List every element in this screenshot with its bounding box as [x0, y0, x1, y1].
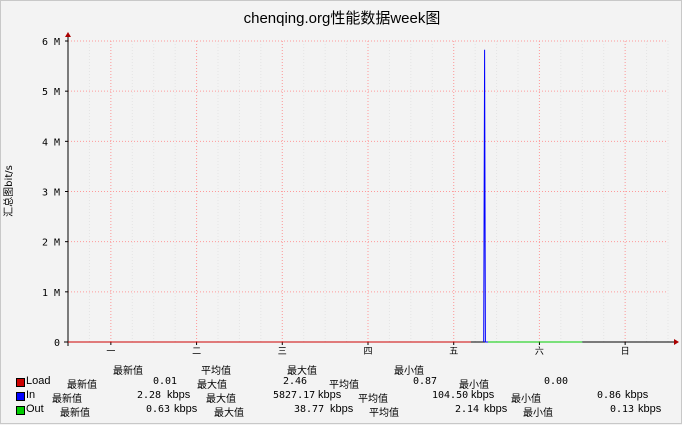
header-latest: 最新值 [113, 362, 143, 377]
legend-swatch-load [16, 378, 25, 387]
y-tick-label: 5 M [42, 87, 60, 98]
load-avg-value: 0.87 [413, 376, 437, 387]
header-max: 最大值 [287, 362, 317, 377]
load-max-label: 最大值 [197, 376, 227, 391]
y-axis-arrow [65, 32, 71, 37]
out-avg-value: 2.14 [455, 404, 479, 415]
in-max-unit: kbps [318, 389, 341, 401]
y-tick-label: 6 M [42, 37, 60, 48]
in-min-label: 最小值 [511, 390, 541, 405]
legend-name-in: In [26, 389, 35, 401]
y-tick-label: 3 M [42, 188, 60, 199]
out-min-value: 0.13 [610, 404, 634, 415]
load-latest-value: 0.01 [153, 376, 177, 387]
load-max-value: 2.46 [283, 376, 307, 387]
in-latest-unit: kbps [167, 389, 190, 401]
legend-name-load: Load [26, 375, 50, 387]
legend-swatch-in [16, 392, 25, 401]
y-tick-label: 4 M [42, 137, 60, 148]
in-min-value: 0.86 [597, 390, 621, 401]
out-min-label: 最小值 [523, 404, 553, 419]
legend-swatch-out [16, 406, 25, 415]
out-min-unit: kbps [638, 403, 661, 415]
header-min: 最小值 [394, 362, 424, 377]
out-latest-value: 0.63 [146, 404, 170, 415]
out-max-label: 最大值 [214, 404, 244, 419]
in-avg-unit: kbps [471, 389, 494, 401]
in-avg-value: 104.50 [432, 390, 468, 401]
plot-area: 0 1 M 2 M 3 M 4 M 5 M 6 M 一 二 三 四 五 六 日 [42, 32, 679, 357]
x-tick-label: 六 [535, 345, 544, 357]
out-latest-label: 最新值 [60, 404, 90, 419]
load-latest-label: 最新值 [67, 376, 97, 391]
load-min-value: 0.00 [544, 376, 568, 387]
out-max-value: 38.77 [294, 404, 324, 415]
x-tick-label: 五 [449, 347, 458, 357]
y-tick-label: 1 M [42, 288, 60, 299]
in-max-value: 5827.17 [273, 390, 315, 401]
series-line-in [484, 50, 583, 342]
y-tick-label: 0 [54, 338, 60, 349]
out-latest-unit: kbps [174, 403, 197, 415]
x-tick-label: 四 [363, 347, 372, 357]
x-tick-label: 日 [621, 346, 630, 357]
out-avg-label: 平均值 [369, 404, 399, 419]
in-latest-label: 最新值 [52, 390, 82, 405]
in-max-label: 最大值 [206, 390, 236, 405]
x-tick-label: 三 [278, 347, 287, 357]
chart-title: chenqing.org性能数据week图 [244, 10, 441, 27]
out-max-unit: kbps [330, 403, 353, 415]
in-avg-label: 平均值 [358, 390, 388, 405]
header-average: 平均值 [201, 362, 231, 377]
y-axis-label: 汇总图bit/s [2, 165, 15, 217]
x-tick-label: 一 [106, 347, 115, 357]
x-tick-label: 二 [192, 347, 201, 357]
out-avg-unit: kbps [484, 403, 507, 415]
x-axis-arrow [674, 339, 679, 345]
in-latest-value: 2.28 [137, 390, 161, 401]
y-tick-label: 2 M [42, 238, 60, 249]
in-min-unit: kbps [625, 389, 648, 401]
legend-name-out: Out [26, 403, 44, 415]
